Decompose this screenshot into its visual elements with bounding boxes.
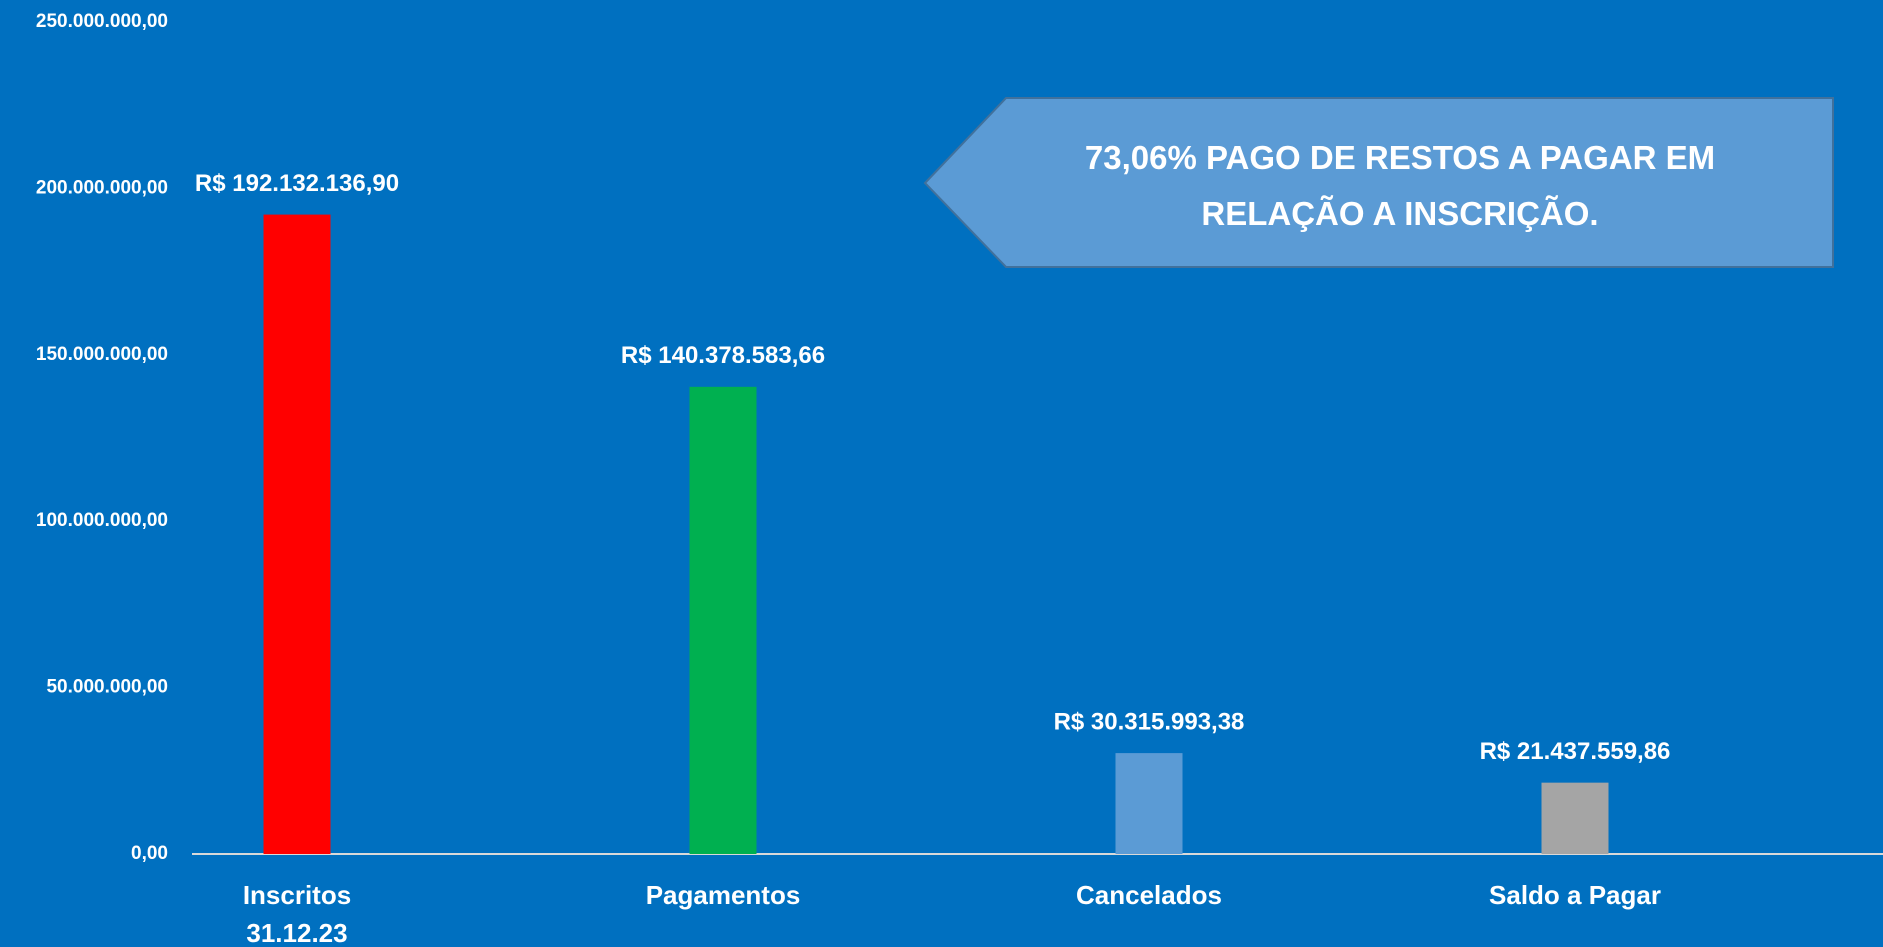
bar	[263, 214, 331, 855]
annotation: 73,06% PAGO DE RESTOS A PAGAR EM RELAÇÃO…	[1084, 139, 1716, 232]
x-tick-label: Pagamentos	[645, 880, 801, 910]
y-tick-label: 100.000.000,00	[36, 510, 168, 531]
x-tick-label: Inscritos 31.12.23	[242, 880, 352, 947]
x-tick-label: Cancelados	[1076, 880, 1222, 910]
bar	[689, 386, 757, 854]
y-tick-label: 150.000.000,00	[36, 344, 168, 365]
value-label: R$ 30.315.993,38	[1054, 708, 1245, 735]
y-tick-label: 50.000.000,00	[46, 677, 168, 698]
bar	[1541, 782, 1609, 854]
value-label: R$ 21.437.559,86	[1480, 738, 1671, 765]
x-tick-label: Saldo a Pagar	[1489, 880, 1661, 910]
callout-arrow	[923, 97, 1834, 268]
y-tick-label: 0,00	[131, 843, 168, 864]
y-tick-label: 250.000.000,00	[36, 11, 168, 32]
bar	[1115, 753, 1183, 854]
y-tick-label: 200.000.000,00	[36, 177, 168, 198]
value-label: R$ 192.132.136,90	[195, 170, 399, 197]
value-label: R$ 140.378.583,66	[621, 342, 825, 369]
